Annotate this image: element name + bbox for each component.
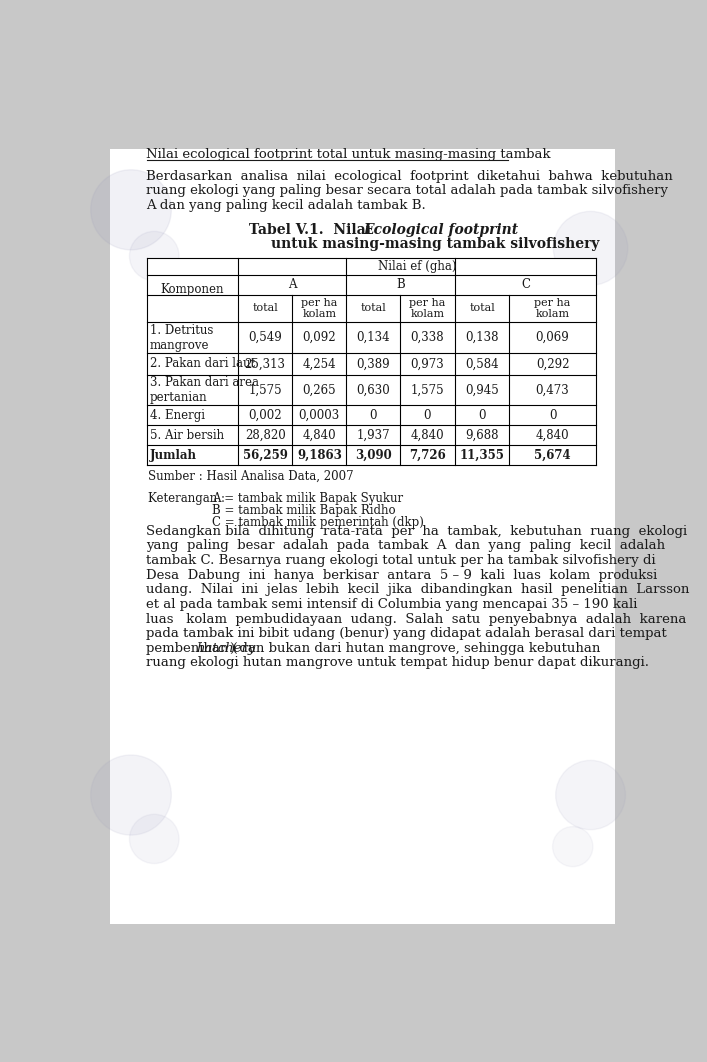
Text: ruang ekologi hutan mangrove untuk tempat hidup benur dapat dikurangi.: ruang ekologi hutan mangrove untuk tempa… [146, 656, 650, 669]
Text: 0: 0 [370, 409, 377, 422]
Text: per ha
kolam: per ha kolam [409, 297, 445, 320]
Text: B: B [397, 278, 405, 291]
Text: 4. Energi: 4. Energi [150, 409, 204, 422]
Circle shape [553, 826, 593, 867]
Text: per ha
kolam: per ha kolam [534, 297, 571, 320]
Text: 4,840: 4,840 [411, 429, 444, 442]
Text: A: A [288, 278, 296, 291]
Text: Sedangkan bila  dihitung  rata-rata  per  ha  tambak,  kebutuhan  ruang  ekologi: Sedangkan bila dihitung rata-rata per ha… [146, 525, 688, 537]
Text: Jumlah: Jumlah [150, 449, 197, 462]
Text: total: total [252, 304, 278, 313]
Text: 7,726: 7,726 [409, 449, 446, 462]
Text: Berdasarkan  analisa  nilai  ecological  footprint  diketahui  bahwa  kebutuhan: Berdasarkan analisa nilai ecological foo… [146, 170, 673, 183]
Text: B = tambak milik Bapak Ridho: B = tambak milik Bapak Ridho [211, 504, 395, 517]
Text: 0,973: 0,973 [411, 357, 444, 371]
Bar [146, 258, 596, 465]
Text: C: C [521, 278, 530, 291]
Text: A dan yang paling kecil adalah tambak B.: A dan yang paling kecil adalah tambak B. [146, 199, 426, 212]
Text: 0: 0 [549, 409, 556, 422]
Circle shape [556, 760, 626, 829]
Text: 0,265: 0,265 [303, 383, 336, 396]
Text: 0,134: 0,134 [356, 331, 390, 344]
Circle shape [90, 755, 171, 835]
Text: 5. Air bersih: 5. Air bersih [150, 429, 223, 442]
Text: total: total [361, 304, 386, 313]
Text: 9,688: 9,688 [465, 429, 499, 442]
Text: 1,575: 1,575 [411, 383, 444, 396]
Text: pembenihan (: pembenihan ( [146, 641, 238, 655]
Text: 0: 0 [423, 409, 431, 422]
Text: 4,840: 4,840 [303, 429, 336, 442]
Text: 5,674: 5,674 [534, 449, 571, 462]
Text: 4,254: 4,254 [303, 357, 336, 371]
Text: 0,473: 0,473 [536, 383, 569, 396]
Circle shape [546, 278, 589, 322]
Text: total: total [469, 304, 495, 313]
Text: 3,090: 3,090 [355, 449, 392, 462]
Text: 1. Detritus
mangrove: 1. Detritus mangrove [150, 324, 213, 352]
Text: 25,313: 25,313 [245, 357, 286, 371]
Text: 0,945: 0,945 [465, 383, 499, 396]
Text: 0,069: 0,069 [536, 331, 569, 344]
Text: Ecological footprint: Ecological footprint [363, 223, 519, 237]
Text: untuk masing-masing tambak silvofishery: untuk masing-masing tambak silvofishery [271, 237, 600, 251]
Text: Keterangan :: Keterangan : [148, 492, 225, 504]
Text: 4,840: 4,840 [536, 429, 569, 442]
Text: 0,138: 0,138 [465, 331, 499, 344]
Text: 56,259: 56,259 [243, 449, 288, 462]
Text: A = tambak milik Bapak Syukur: A = tambak milik Bapak Syukur [211, 492, 403, 504]
Text: Tabel V.1.  Nilai: Tabel V.1. Nilai [249, 223, 375, 237]
Text: 3. Pakan dari area
pertanian: 3. Pakan dari area pertanian [150, 376, 259, 404]
Text: Nilai ecological footprint total untuk masing-masing tambak: Nilai ecological footprint total untuk m… [146, 149, 551, 161]
Text: ruang ekologi yang paling besar secara total adalah pada tambak silvofishery: ruang ekologi yang paling besar secara t… [146, 185, 669, 198]
Text: yang  paling  besar  adalah  pada  tambak  A  dan  yang  paling  kecil  adalah: yang paling besar adalah pada tambak A d… [146, 539, 665, 552]
Text: Nilai ef (gha): Nilai ef (gha) [378, 259, 456, 273]
Text: 0,0003: 0,0003 [298, 409, 340, 422]
Text: C = tambak milik pemerintah (dkp): C = tambak milik pemerintah (dkp) [211, 516, 423, 529]
Text: 0,338: 0,338 [411, 331, 444, 344]
Text: 9,1863: 9,1863 [297, 449, 341, 462]
Text: 0,549: 0,549 [248, 331, 282, 344]
Text: Desa  Dabung  ini  hanya  berkisar  antara  5 – 9  kali  luas  kolam  produksi: Desa Dabung ini hanya berkisar antara 5 … [146, 568, 658, 582]
Text: 1,575: 1,575 [248, 383, 282, 396]
Text: 11,355: 11,355 [460, 449, 505, 462]
Text: per ha
kolam: per ha kolam [301, 297, 337, 320]
Text: 0: 0 [479, 409, 486, 422]
Text: Sumber : Hasil Analisa Data, 2007: Sumber : Hasil Analisa Data, 2007 [148, 469, 354, 483]
Text: udang.  Nilai  ini  jelas  lebih  kecil  jika  dibandingkan  hasil  penelitian  : udang. Nilai ini jelas lebih kecil jika … [146, 583, 690, 596]
Text: 1,937: 1,937 [356, 429, 390, 442]
Text: tambak C. Besarnya ruang ekologi total untuk per ha tambak silvofishery di: tambak C. Besarnya ruang ekologi total u… [146, 554, 656, 567]
Text: ) dan bukan dari hutan mangrove, sehingga kebutuhan: ) dan bukan dari hutan mangrove, sehingg… [230, 641, 600, 655]
Text: 28,820: 28,820 [245, 429, 286, 442]
Text: 0,389: 0,389 [356, 357, 390, 371]
Text: luas   kolam  pembudidayaan  udang.  Salah  satu  penyebabnya  adalah  karena: luas kolam pembudidayaan udang. Salah sa… [146, 613, 687, 626]
Text: 0,630: 0,630 [356, 383, 390, 396]
Text: pada tambak ini bibit udang (benur) yang didapat adalah berasal dari tempat: pada tambak ini bibit udang (benur) yang… [146, 628, 667, 640]
Circle shape [129, 232, 179, 280]
Text: 0,292: 0,292 [536, 357, 569, 371]
Text: et al pada tambak semi intensif di Columbia yang mencapai 35 – 190 kali: et al pada tambak semi intensif di Colum… [146, 598, 638, 611]
Text: 2. Pakan dari laut: 2. Pakan dari laut [150, 357, 255, 371]
Text: hatchery: hatchery [197, 641, 256, 655]
Text: 0,584: 0,584 [465, 357, 499, 371]
Circle shape [554, 211, 628, 286]
Circle shape [129, 815, 179, 863]
Text: Komponen: Komponen [160, 284, 224, 296]
Text: 0,002: 0,002 [248, 409, 282, 422]
Circle shape [90, 170, 171, 250]
Text: 0,092: 0,092 [303, 331, 336, 344]
